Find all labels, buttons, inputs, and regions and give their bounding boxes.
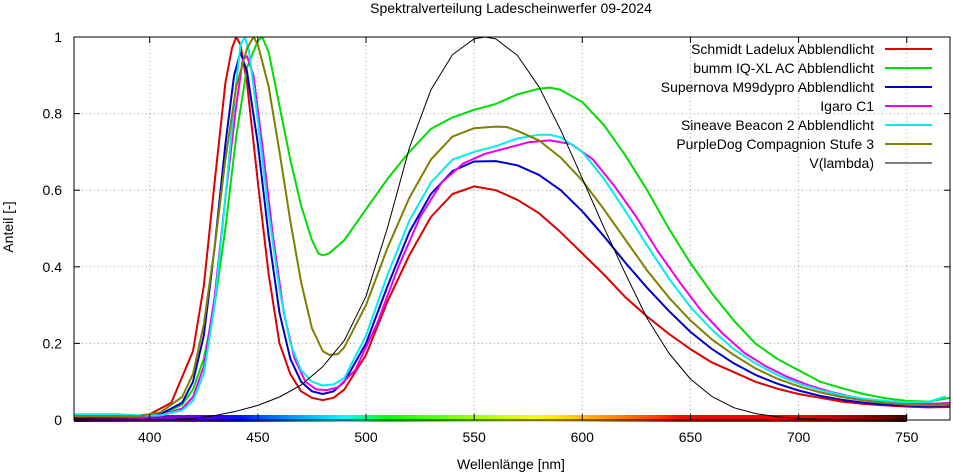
- x-tick-label: 700: [787, 429, 811, 445]
- chart-title: Spektralverteilung Ladescheinwerfer 09-2…: [370, 0, 652, 16]
- series-line-1: [74, 37, 950, 418]
- y-axis-label: Anteil [-]: [0, 201, 16, 252]
- series-line-5: [74, 37, 947, 417]
- x-tick-label: 500: [354, 429, 378, 445]
- spectrum-band: [74, 415, 907, 422]
- y-tick-label: 0.6: [43, 182, 63, 198]
- x-tick-label: 600: [571, 429, 595, 445]
- legend-label: Igaro C1: [820, 98, 874, 114]
- y-tick-label: 0.2: [43, 335, 63, 351]
- y-tick-label: 0.8: [43, 106, 63, 122]
- legend-label: PurpleDog Compagnion Stufe 3: [676, 136, 874, 152]
- spectrum-color-bar: [74, 415, 907, 422]
- x-axis-label: Wellenlänge [nm]: [457, 456, 565, 472]
- series-line-3: [74, 51, 950, 418]
- legend-label: Supernova M99dypro Abblendlicht: [661, 79, 874, 95]
- legend-label: Schmidt Ladelux Abblendlicht: [691, 41, 874, 57]
- series-line-6: [74, 37, 950, 418]
- x-tick-label: 750: [895, 429, 919, 445]
- legend-label: bumm IQ-XL AC Abblendlicht: [693, 60, 874, 76]
- x-tick-label: 650: [679, 429, 703, 445]
- x-tick-label: 550: [462, 429, 486, 445]
- y-tick-label: 0.4: [43, 259, 63, 275]
- x-tick-label: 450: [246, 429, 270, 445]
- series-group: [74, 37, 950, 420]
- y-tick-label: 0: [54, 412, 62, 428]
- y-tick-label: 1: [54, 29, 62, 45]
- plot-frame: [73, 36, 951, 421]
- legend-label: Sineave Beacon 2 Abblendlicht: [681, 117, 874, 133]
- series-line-2: [74, 37, 950, 418]
- x-tick-label: 400: [138, 429, 162, 445]
- ticks: 400 450 500 550 600 650 700 750 0 0.2 0.4 0.6 0.8 1: [43, 29, 950, 445]
- legend: Schmidt Ladelux Abblendlicht bumm IQ-XL A…: [661, 41, 932, 171]
- series-line-7: [106, 37, 950, 420]
- legend-label: V(lambda): [809, 155, 874, 171]
